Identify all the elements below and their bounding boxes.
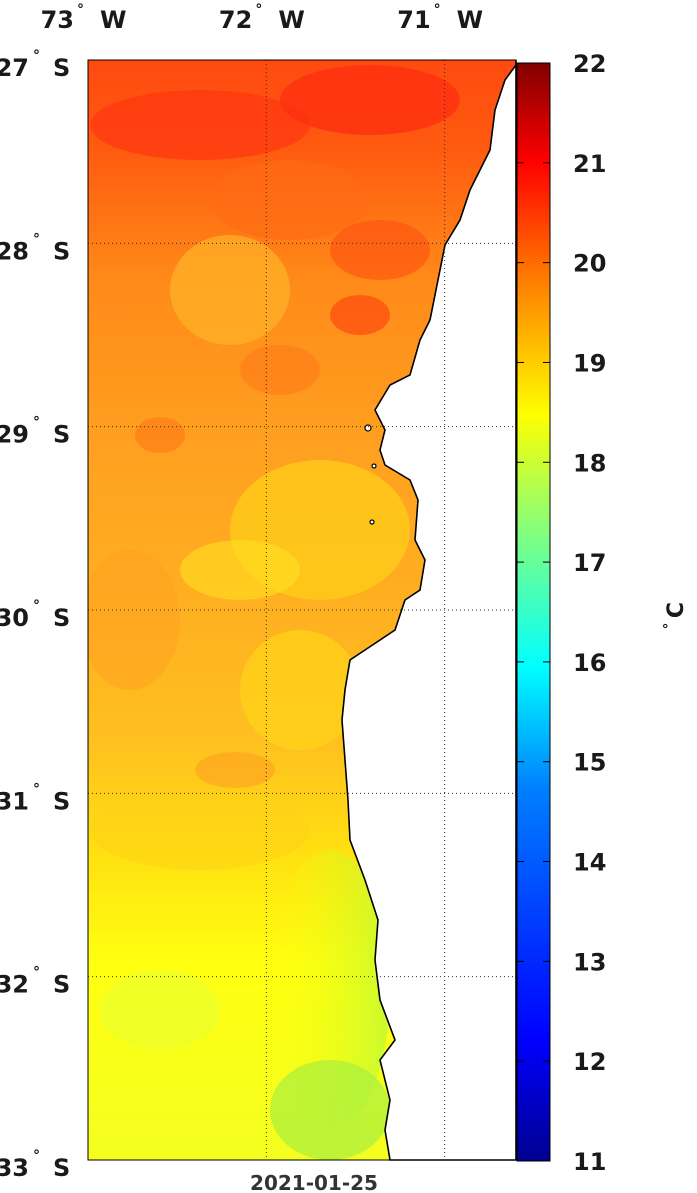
colorbar-tick-label-11: 22: [573, 50, 606, 78]
lon-label-1: 72 ° W: [219, 2, 305, 34]
lat-label-degree-symbol: °: [33, 231, 40, 247]
lat-label-degree-symbol: °: [33, 415, 40, 431]
lon-label-0: 73 ° W: [41, 2, 127, 34]
colorbar-tick-label-9: 20: [573, 250, 606, 278]
lat-label-hemisphere: S: [53, 787, 70, 815]
lat-label-degree-value: 31: [0, 787, 29, 815]
lat-label-degree-value: 33: [0, 1154, 29, 1182]
colorbar-tick-label-5: 16: [573, 649, 606, 677]
colorbar-tick-label-4: 15: [573, 749, 606, 777]
lon-label-hemisphere: W: [278, 6, 304, 34]
lat-label-6: 33 ° S: [0, 1148, 70, 1182]
lat-label-degree-value: 30: [0, 604, 29, 632]
lon-label-2: 71 ° W: [397, 2, 483, 34]
lon-label-degree-symbol: °: [255, 2, 262, 18]
lat-label-hemisphere: S: [53, 237, 70, 265]
colorbar-tick-label-1: 12: [573, 1048, 606, 1076]
lat-label-degree-value: 32: [0, 971, 29, 999]
lon-label-degree-symbol: °: [434, 2, 441, 18]
lat-label-degree-value: 28: [0, 237, 29, 265]
lon-label-degree-symbol: °: [77, 2, 84, 18]
unit-degree-symbol: °: [662, 623, 677, 630]
colorbar-tick-label-2: 13: [573, 948, 606, 976]
lat-label-5: 32 ° S: [0, 965, 70, 999]
lat-label-4: 31 ° S: [0, 781, 70, 815]
lon-label-degree-value: 71: [397, 6, 430, 34]
latitude-labels: 27 ° S28 ° S29 ° S30 ° S31 ° S32 ° S33 ° S: [0, 48, 70, 1182]
lat-label-degree-value: 27: [0, 54, 29, 82]
graticule: [88, 60, 516, 1160]
land-mass: [341, 60, 517, 1161]
lat-label-degree-symbol: °: [33, 1148, 40, 1164]
lat-label-degree-symbol: °: [33, 598, 40, 614]
lat-label-hemisphere: S: [53, 971, 70, 999]
colorbar: [516, 62, 551, 1162]
colorbar-tick-label-0: 11: [573, 1148, 606, 1176]
lat-label-2: 29 ° S: [0, 415, 70, 449]
lat-label-degree-symbol: °: [33, 965, 40, 981]
date-label: 2021-01-25: [250, 1171, 378, 1193]
lat-label-degree-symbol: °: [33, 781, 40, 797]
colorbar-tick-label-8: 19: [573, 349, 606, 377]
lat-label-hemisphere: S: [53, 1154, 70, 1182]
colorbar-unit-label: C °: [662, 602, 689, 629]
lat-label-hemisphere: S: [53, 421, 70, 449]
colorbar-tick-label-10: 21: [573, 150, 606, 178]
lat-label-degree-value: 29: [0, 421, 29, 449]
lon-label-degree-value: 73: [41, 6, 74, 34]
lon-label-hemisphere: W: [100, 6, 126, 34]
lon-label-degree-value: 72: [219, 6, 252, 34]
colorbar-tick-label-3: 14: [573, 849, 606, 877]
lat-label-0: 27 ° S: [0, 48, 70, 82]
map-frame: [87, 59, 517, 1161]
lat-label-hemisphere: S: [53, 54, 70, 82]
lat-label-hemisphere: S: [53, 604, 70, 632]
colorbar-tick-label-6: 17: [573, 549, 606, 577]
lat-label-degree-symbol: °: [33, 48, 40, 64]
unit-letter: C: [664, 602, 689, 618]
lon-label-hemisphere: W: [457, 6, 483, 34]
colorbar-ticks: 11 12 13 14 15 16 17 18 19 20 21 22: [517, 50, 606, 1176]
longitude-labels: 73 ° W 72 ° W 71 ° W: [41, 2, 484, 34]
colorbar-tick-label-7: 18: [573, 449, 606, 477]
lat-label-1: 28 ° S: [0, 231, 70, 265]
lat-label-3: 30 ° S: [0, 598, 70, 632]
